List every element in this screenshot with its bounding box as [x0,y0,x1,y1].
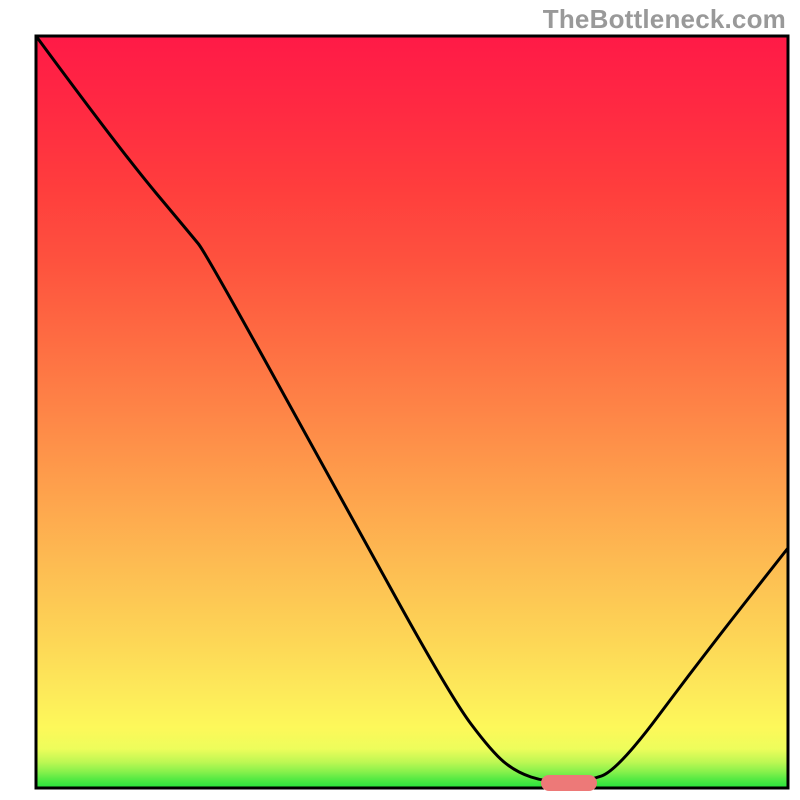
chart-container: TheBottleneck.com [0,0,800,800]
marker-pill [541,775,597,791]
watermark-text: TheBottleneck.com [543,4,786,35]
chart-svg [0,0,800,800]
gradient-background [36,36,788,788]
